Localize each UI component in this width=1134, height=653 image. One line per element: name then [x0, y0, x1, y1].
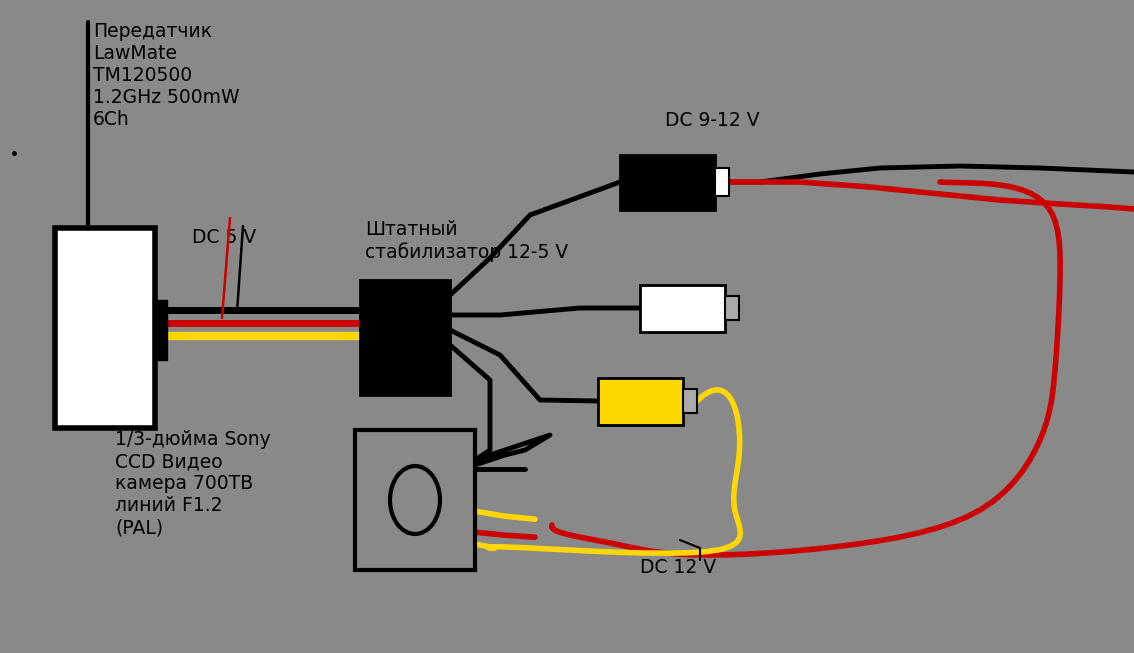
Text: DC 9-12 V: DC 9-12 V: [665, 111, 760, 130]
Bar: [355, 430, 475, 570]
Text: DC 12 V: DC 12 V: [640, 558, 717, 577]
Bar: [725, 296, 739, 320]
Bar: [620, 155, 716, 210]
Text: Штатный
стабилизатор 12-5 V: Штатный стабилизатор 12-5 V: [365, 220, 568, 262]
Bar: [359, 280, 450, 395]
Bar: [56, 228, 155, 428]
Bar: [716, 168, 729, 196]
Ellipse shape: [390, 466, 440, 534]
Bar: [683, 389, 697, 413]
Bar: [598, 378, 683, 425]
Bar: [640, 285, 725, 332]
Text: 1/3-дюйма Sony
CCD Видео
камера 700ТВ
линий F1.2
(PAL): 1/3-дюйма Sony CCD Видео камера 700ТВ ли…: [115, 430, 271, 537]
Bar: [155, 300, 167, 360]
Text: Передатчик
LawMate
TM120500
1.2GHz 500mW
6Ch: Передатчик LawMate TM120500 1.2GHz 500mW…: [93, 22, 239, 129]
Text: DC 5 V: DC 5 V: [192, 228, 256, 247]
